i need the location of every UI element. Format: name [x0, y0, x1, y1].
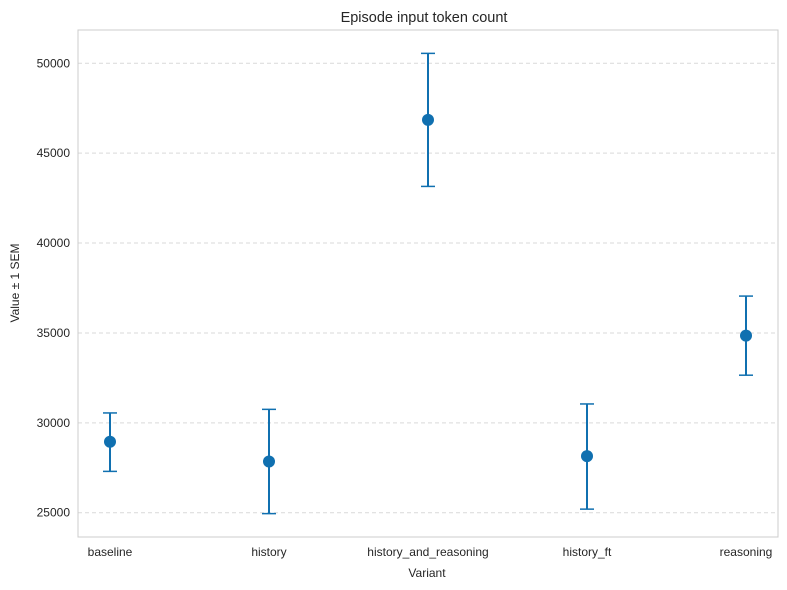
data-point	[263, 455, 275, 468]
data-point	[104, 435, 116, 448]
y-tick-labels: 25000 30000 35000 40000 45000 50000	[37, 56, 71, 519]
data-marks	[103, 52, 753, 515]
data-point	[740, 329, 752, 342]
x-tick-label: history_and_reasoning	[367, 545, 488, 559]
y-tick-label: 50000	[37, 56, 71, 70]
y-tick-label: 30000	[37, 416, 71, 430]
y-tick-label: 35000	[37, 326, 71, 340]
plot-frame	[77, 29, 779, 538]
data-point	[581, 450, 593, 463]
y-tick-label: 25000	[37, 506, 71, 520]
y-axis-label: Value ± 1 SEM	[8, 243, 22, 322]
x-tick-label: reasoning	[720, 545, 773, 559]
x-tick-labels: baseline history history_and_reasoning hist…	[88, 545, 773, 559]
data-point	[422, 113, 434, 126]
x-tick-label: history_ft	[563, 545, 612, 559]
y-tick-label: 45000	[37, 146, 71, 160]
y-tick-label: 40000	[37, 236, 71, 250]
x-axis-label: Variant	[408, 566, 446, 580]
chart-title: Episode input token count	[341, 10, 508, 26]
x-tick-label: baseline	[88, 545, 133, 559]
x-tick-label: history	[251, 545, 286, 559]
